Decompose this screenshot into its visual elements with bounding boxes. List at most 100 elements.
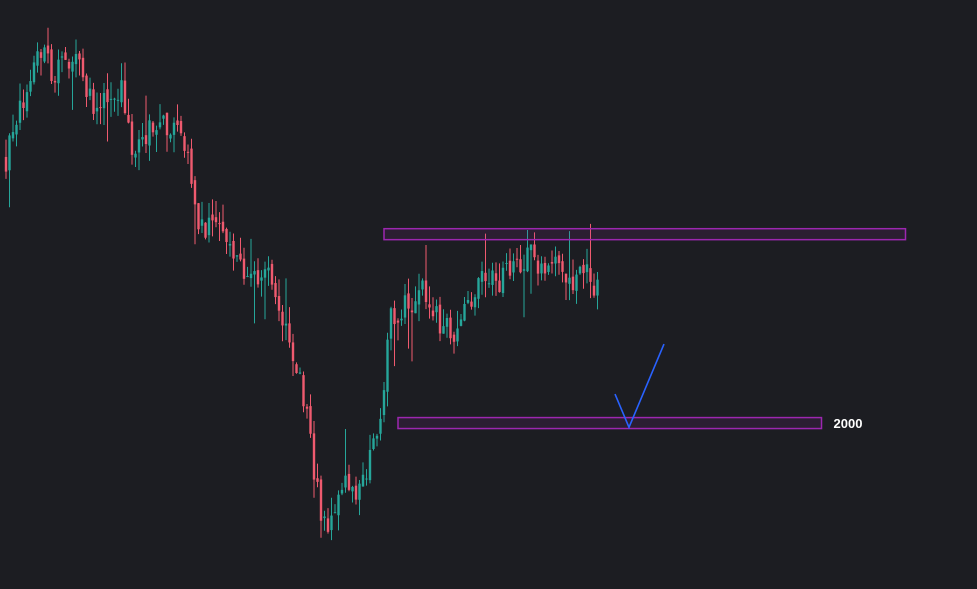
candle-body <box>218 223 221 225</box>
candle-body <box>312 433 316 480</box>
candle-body <box>141 137 144 140</box>
candle-body <box>554 256 557 264</box>
candle-body <box>487 283 491 285</box>
candle <box>407 278 410 349</box>
candle <box>582 259 585 289</box>
candle-body <box>382 390 386 416</box>
candle <box>155 125 158 152</box>
candle-body <box>263 269 267 278</box>
candle <box>102 83 106 125</box>
candle <box>379 408 382 441</box>
candle <box>200 201 204 233</box>
candle <box>417 273 421 322</box>
candle <box>22 89 25 121</box>
candle <box>323 510 326 531</box>
candle <box>344 428 347 493</box>
candle <box>358 480 361 516</box>
resistance-zone[interactable] <box>383 227 907 241</box>
candle-body <box>64 52 67 60</box>
candle <box>312 421 316 498</box>
candle <box>491 262 494 296</box>
candle <box>64 46 67 60</box>
candle <box>11 114 15 142</box>
candle-body <box>526 247 529 272</box>
candle <box>207 203 211 243</box>
candle-body <box>169 134 172 139</box>
candle-body <box>561 261 564 272</box>
candle-body <box>372 438 375 450</box>
candle-body <box>242 258 246 279</box>
projection-arrow[interactable] <box>614 343 665 430</box>
candle-body <box>477 278 480 299</box>
candle <box>302 371 305 413</box>
candle-body <box>463 303 466 321</box>
candle-body <box>456 328 459 342</box>
candle <box>123 62 127 115</box>
support-zone[interactable] <box>397 416 823 430</box>
candle-body <box>99 107 102 109</box>
candle <box>533 232 536 261</box>
candle <box>498 263 501 293</box>
candle-body <box>564 273 568 283</box>
candle <box>295 362 298 374</box>
candle <box>39 48 43 76</box>
candle <box>519 244 522 274</box>
candle-body <box>284 323 288 326</box>
candle-body <box>88 88 92 96</box>
candle <box>463 297 466 322</box>
candle-body <box>435 306 438 313</box>
candle-body <box>358 483 361 500</box>
candle-body <box>246 276 249 278</box>
candle-body <box>148 120 151 146</box>
candle <box>505 253 508 271</box>
candle-body <box>235 255 239 257</box>
candle <box>183 132 186 158</box>
candle-body <box>421 280 424 290</box>
candle-body <box>211 214 214 221</box>
candle-body <box>291 342 295 362</box>
candle-body <box>470 301 473 307</box>
candle <box>239 237 242 262</box>
candle <box>396 318 400 341</box>
candle-body <box>144 135 148 145</box>
candle <box>165 112 169 152</box>
candle <box>522 254 526 318</box>
candle <box>347 464 351 492</box>
candle-body <box>533 244 536 258</box>
candle-body <box>232 240 235 259</box>
candle <box>316 463 319 488</box>
candle <box>78 51 81 76</box>
candle-body <box>120 80 123 103</box>
candle <box>480 261 484 295</box>
candle <box>421 278 424 296</box>
candle <box>221 204 225 234</box>
candle <box>445 313 449 338</box>
candle <box>508 248 512 280</box>
candle <box>172 117 176 153</box>
candle-body <box>319 479 323 521</box>
candle-body <box>36 51 39 66</box>
candle <box>228 231 232 257</box>
candle <box>137 129 141 171</box>
candle-body <box>466 299 470 303</box>
candle-body <box>484 272 487 282</box>
candle-body <box>386 339 389 392</box>
candle-body <box>137 139 141 153</box>
candle-body <box>309 406 312 434</box>
candle <box>60 51 64 73</box>
candle-body <box>57 59 60 84</box>
candle-body <box>407 293 410 309</box>
candle <box>536 254 540 286</box>
candle <box>351 485 354 503</box>
candle-body <box>197 203 200 230</box>
candle <box>249 238 253 287</box>
candle-body <box>529 244 533 251</box>
candle-body <box>162 115 165 119</box>
candle <box>169 133 172 143</box>
candle <box>46 27 50 64</box>
candle-body <box>102 92 106 109</box>
candle <box>4 139 8 179</box>
candle <box>270 259 274 290</box>
